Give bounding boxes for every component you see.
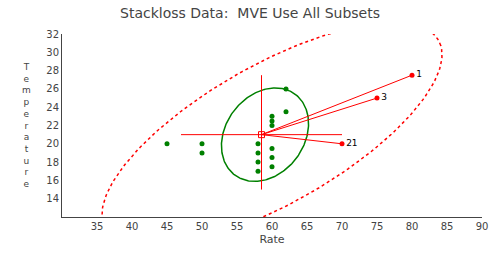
svg-text:35: 35 [91,221,104,232]
svg-text:Temperature: Temperature [22,62,31,189]
svg-text:55: 55 [231,221,244,232]
svg-text:28: 28 [46,65,59,76]
svg-text:90: 90 [476,221,489,232]
svg-text:20: 20 [46,138,59,149]
svg-text:Rate: Rate [259,233,284,246]
svg-text:16: 16 [46,175,59,186]
svg-text:14: 14 [46,193,59,204]
svg-text:18: 18 [46,157,59,168]
svg-text:3: 3 [381,92,387,102]
svg-text:26: 26 [46,83,59,94]
svg-text:Stackloss Data: MVE Use All S: Stackloss Data: MVE Use All Subsets [120,5,380,21]
svg-text:21: 21 [346,138,357,148]
svg-text:75: 75 [371,221,384,232]
svg-text:80: 80 [406,221,419,232]
svg-text:60: 60 [266,221,279,232]
svg-text:22: 22 [46,120,59,131]
svg-text:85: 85 [441,221,454,232]
svg-text:65: 65 [301,221,314,232]
svg-text:70: 70 [336,221,349,232]
svg-text:30: 30 [46,47,59,58]
svg-text:32: 32 [46,29,59,40]
svg-text:50: 50 [196,221,209,232]
svg-text:40: 40 [126,221,139,232]
svg-text:45: 45 [161,221,174,232]
svg-text:1: 1 [416,69,422,79]
svg-text:24: 24 [46,102,59,113]
